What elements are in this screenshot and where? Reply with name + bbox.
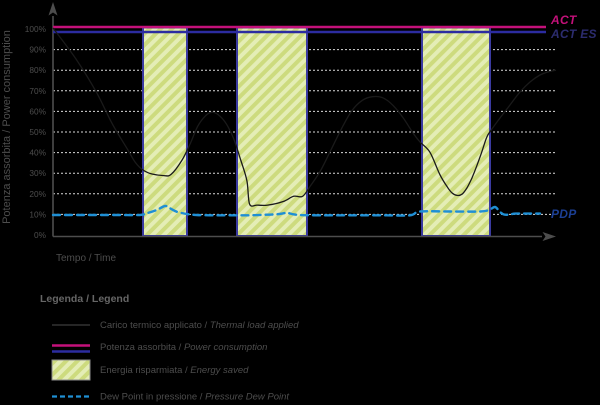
svg-text:90%: 90% xyxy=(29,45,46,55)
svg-text:ACT ES: ACT ES xyxy=(550,27,597,41)
svg-text:PDP: PDP xyxy=(551,207,577,221)
svg-text:50%: 50% xyxy=(29,127,46,137)
svg-text:100%: 100% xyxy=(25,24,47,34)
svg-text:70%: 70% xyxy=(29,86,46,96)
svg-text:Energia risparmiata / Energy s: Energia risparmiata / Energy saved xyxy=(100,365,249,376)
svg-text:40%: 40% xyxy=(29,148,46,158)
svg-text:Potenza assorbita / Power cons: Potenza assorbita / Power consumption xyxy=(100,342,267,353)
svg-text:Potenza assorbita / Power cons: Potenza assorbita / Power consumption xyxy=(1,30,13,224)
svg-text:10%: 10% xyxy=(29,209,46,219)
svg-text:Carico termico applicato / The: Carico termico applicato / Thermal load … xyxy=(100,320,299,331)
svg-text:30%: 30% xyxy=(29,168,46,178)
svg-text:80%: 80% xyxy=(29,65,46,75)
svg-text:Dew Point in pressione / Press: Dew Point in pressione / Pressure Dew Po… xyxy=(100,392,289,403)
svg-text:0%: 0% xyxy=(34,230,47,240)
svg-text:Tempo / Time: Tempo / Time xyxy=(56,253,116,264)
svg-text:Legenda / Legend: Legenda / Legend xyxy=(40,293,129,305)
svg-text:ACT: ACT xyxy=(550,13,578,27)
svg-text:60%: 60% xyxy=(29,106,46,116)
svg-text:20%: 20% xyxy=(29,189,46,199)
